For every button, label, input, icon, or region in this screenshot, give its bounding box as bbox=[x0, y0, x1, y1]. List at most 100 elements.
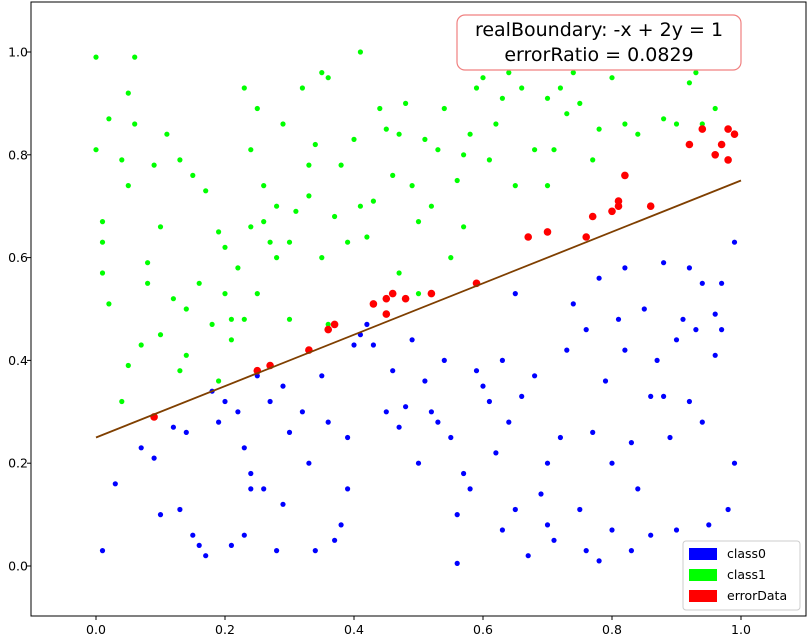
point-class1-85 bbox=[467, 131, 473, 137]
point-class0-99 bbox=[686, 398, 693, 405]
point-class1-16 bbox=[145, 280, 151, 286]
point-class1-87 bbox=[480, 75, 486, 81]
point-class1-14 bbox=[138, 342, 144, 348]
point-class1-37 bbox=[241, 85, 247, 91]
point-class0-2 bbox=[138, 445, 144, 451]
point-class1-111 bbox=[693, 70, 699, 76]
point-class0-55 bbox=[473, 368, 480, 374]
legend-label-errorData: errorData bbox=[727, 588, 787, 603]
point-class1-39 bbox=[248, 147, 254, 153]
point-class1-70 bbox=[390, 172, 396, 178]
point-class0-41 bbox=[390, 368, 396, 374]
point-errorData-24 bbox=[711, 151, 719, 159]
point-class0-84 bbox=[622, 265, 628, 271]
point-class1-28 bbox=[203, 188, 209, 194]
point-class1-20 bbox=[164, 131, 170, 137]
point-class0-51 bbox=[454, 511, 460, 518]
point-class0-93 bbox=[661, 393, 667, 399]
point-class0-66 bbox=[532, 373, 538, 379]
point-class1-72 bbox=[396, 270, 402, 276]
y-tick-label-1: 0.2 bbox=[8, 456, 28, 471]
point-class0-19 bbox=[248, 486, 254, 492]
point-class0-63 bbox=[512, 506, 518, 513]
point-class1-110 bbox=[686, 80, 693, 86]
point-class1-31 bbox=[216, 378, 222, 384]
point-class1-68 bbox=[377, 105, 383, 112]
point-class0-10 bbox=[203, 553, 209, 559]
point-class1-105 bbox=[622, 121, 628, 127]
point-class0-52 bbox=[454, 560, 460, 567]
point-class0-30 bbox=[319, 373, 325, 379]
point-class0-49 bbox=[441, 357, 447, 363]
point-class1-78 bbox=[428, 203, 434, 209]
point-class1-112 bbox=[699, 121, 705, 127]
point-class1-83 bbox=[461, 152, 467, 158]
point-errorData-20 bbox=[621, 171, 629, 180]
point-class0-94 bbox=[661, 260, 667, 266]
point-class1-77 bbox=[422, 136, 428, 142]
point-class1-91 bbox=[506, 70, 512, 76]
point-class0-46 bbox=[422, 378, 428, 384]
point-class0-35 bbox=[345, 486, 351, 492]
point-class0-24 bbox=[280, 383, 286, 389]
point-class0-67 bbox=[538, 491, 544, 497]
point-class1-58 bbox=[325, 75, 331, 81]
point-class1-61 bbox=[338, 162, 344, 168]
point-class1-88 bbox=[486, 157, 492, 163]
point-class1-24 bbox=[183, 306, 189, 312]
point-errorData-5 bbox=[330, 320, 339, 329]
legend-swatch-class0 bbox=[689, 548, 717, 560]
point-class1-73 bbox=[403, 100, 409, 106]
point-class1-95 bbox=[544, 95, 551, 101]
point-class0-5 bbox=[170, 424, 176, 430]
point-class0-108 bbox=[719, 327, 725, 333]
point-class0-97 bbox=[673, 337, 680, 343]
point-class0-31 bbox=[325, 419, 331, 425]
point-class1-74 bbox=[409, 183, 415, 189]
point-class0-57 bbox=[486, 398, 492, 405]
point-class1-96 bbox=[544, 183, 551, 189]
annotation-box: realBoundary: -x + 2y = 1 errorRatio = 0… bbox=[456, 14, 742, 71]
data-points bbox=[93, 49, 739, 567]
x-tick-label-4: 0.8 bbox=[602, 622, 622, 637]
point-class1-26 bbox=[190, 172, 196, 178]
point-class1-80 bbox=[441, 105, 447, 112]
point-class1-42 bbox=[254, 291, 260, 297]
point-class1-84 bbox=[461, 224, 467, 230]
point-class1-86 bbox=[473, 85, 480, 91]
point-class0-87 bbox=[628, 548, 635, 554]
point-class1-27 bbox=[196, 280, 202, 286]
legend-swatch-errorData bbox=[689, 590, 717, 602]
point-class0-48 bbox=[435, 419, 441, 425]
point-class1-66 bbox=[364, 234, 370, 240]
axes-frame bbox=[30, 1, 807, 617]
x-tick-label-1: 0.2 bbox=[215, 622, 235, 637]
point-class0-110 bbox=[731, 239, 738, 245]
point-class1-76 bbox=[415, 219, 422, 225]
legend-label-class1: class1 bbox=[727, 567, 766, 582]
point-class1-59 bbox=[325, 321, 331, 327]
point-class1-22 bbox=[177, 368, 183, 374]
point-class0-104 bbox=[706, 522, 712, 528]
point-class1-4 bbox=[99, 270, 106, 276]
point-class1-79 bbox=[435, 147, 441, 153]
point-class1-99 bbox=[564, 111, 570, 117]
point-class1-12 bbox=[132, 54, 138, 60]
point-class1-71 bbox=[396, 131, 402, 137]
x-axis-ticks: 0.0 0.2 0.4 0.6 0.8 1.0 bbox=[86, 616, 751, 637]
point-class0-32 bbox=[332, 537, 338, 543]
point-class0-83 bbox=[615, 316, 622, 322]
point-errorData-19 bbox=[614, 202, 623, 210]
y-tick-label-2: 0.4 bbox=[8, 353, 28, 368]
point-errorData-22 bbox=[685, 140, 694, 149]
point-class0-73 bbox=[570, 301, 576, 307]
point-class1-75 bbox=[415, 291, 422, 297]
point-class0-43 bbox=[403, 404, 409, 410]
point-class1-64 bbox=[357, 49, 363, 55]
point-class0-76 bbox=[583, 548, 589, 554]
point-class0-8 bbox=[190, 532, 196, 538]
point-class1-13 bbox=[132, 121, 138, 127]
point-class0-103 bbox=[699, 280, 705, 286]
point-errorData-17 bbox=[608, 207, 616, 216]
